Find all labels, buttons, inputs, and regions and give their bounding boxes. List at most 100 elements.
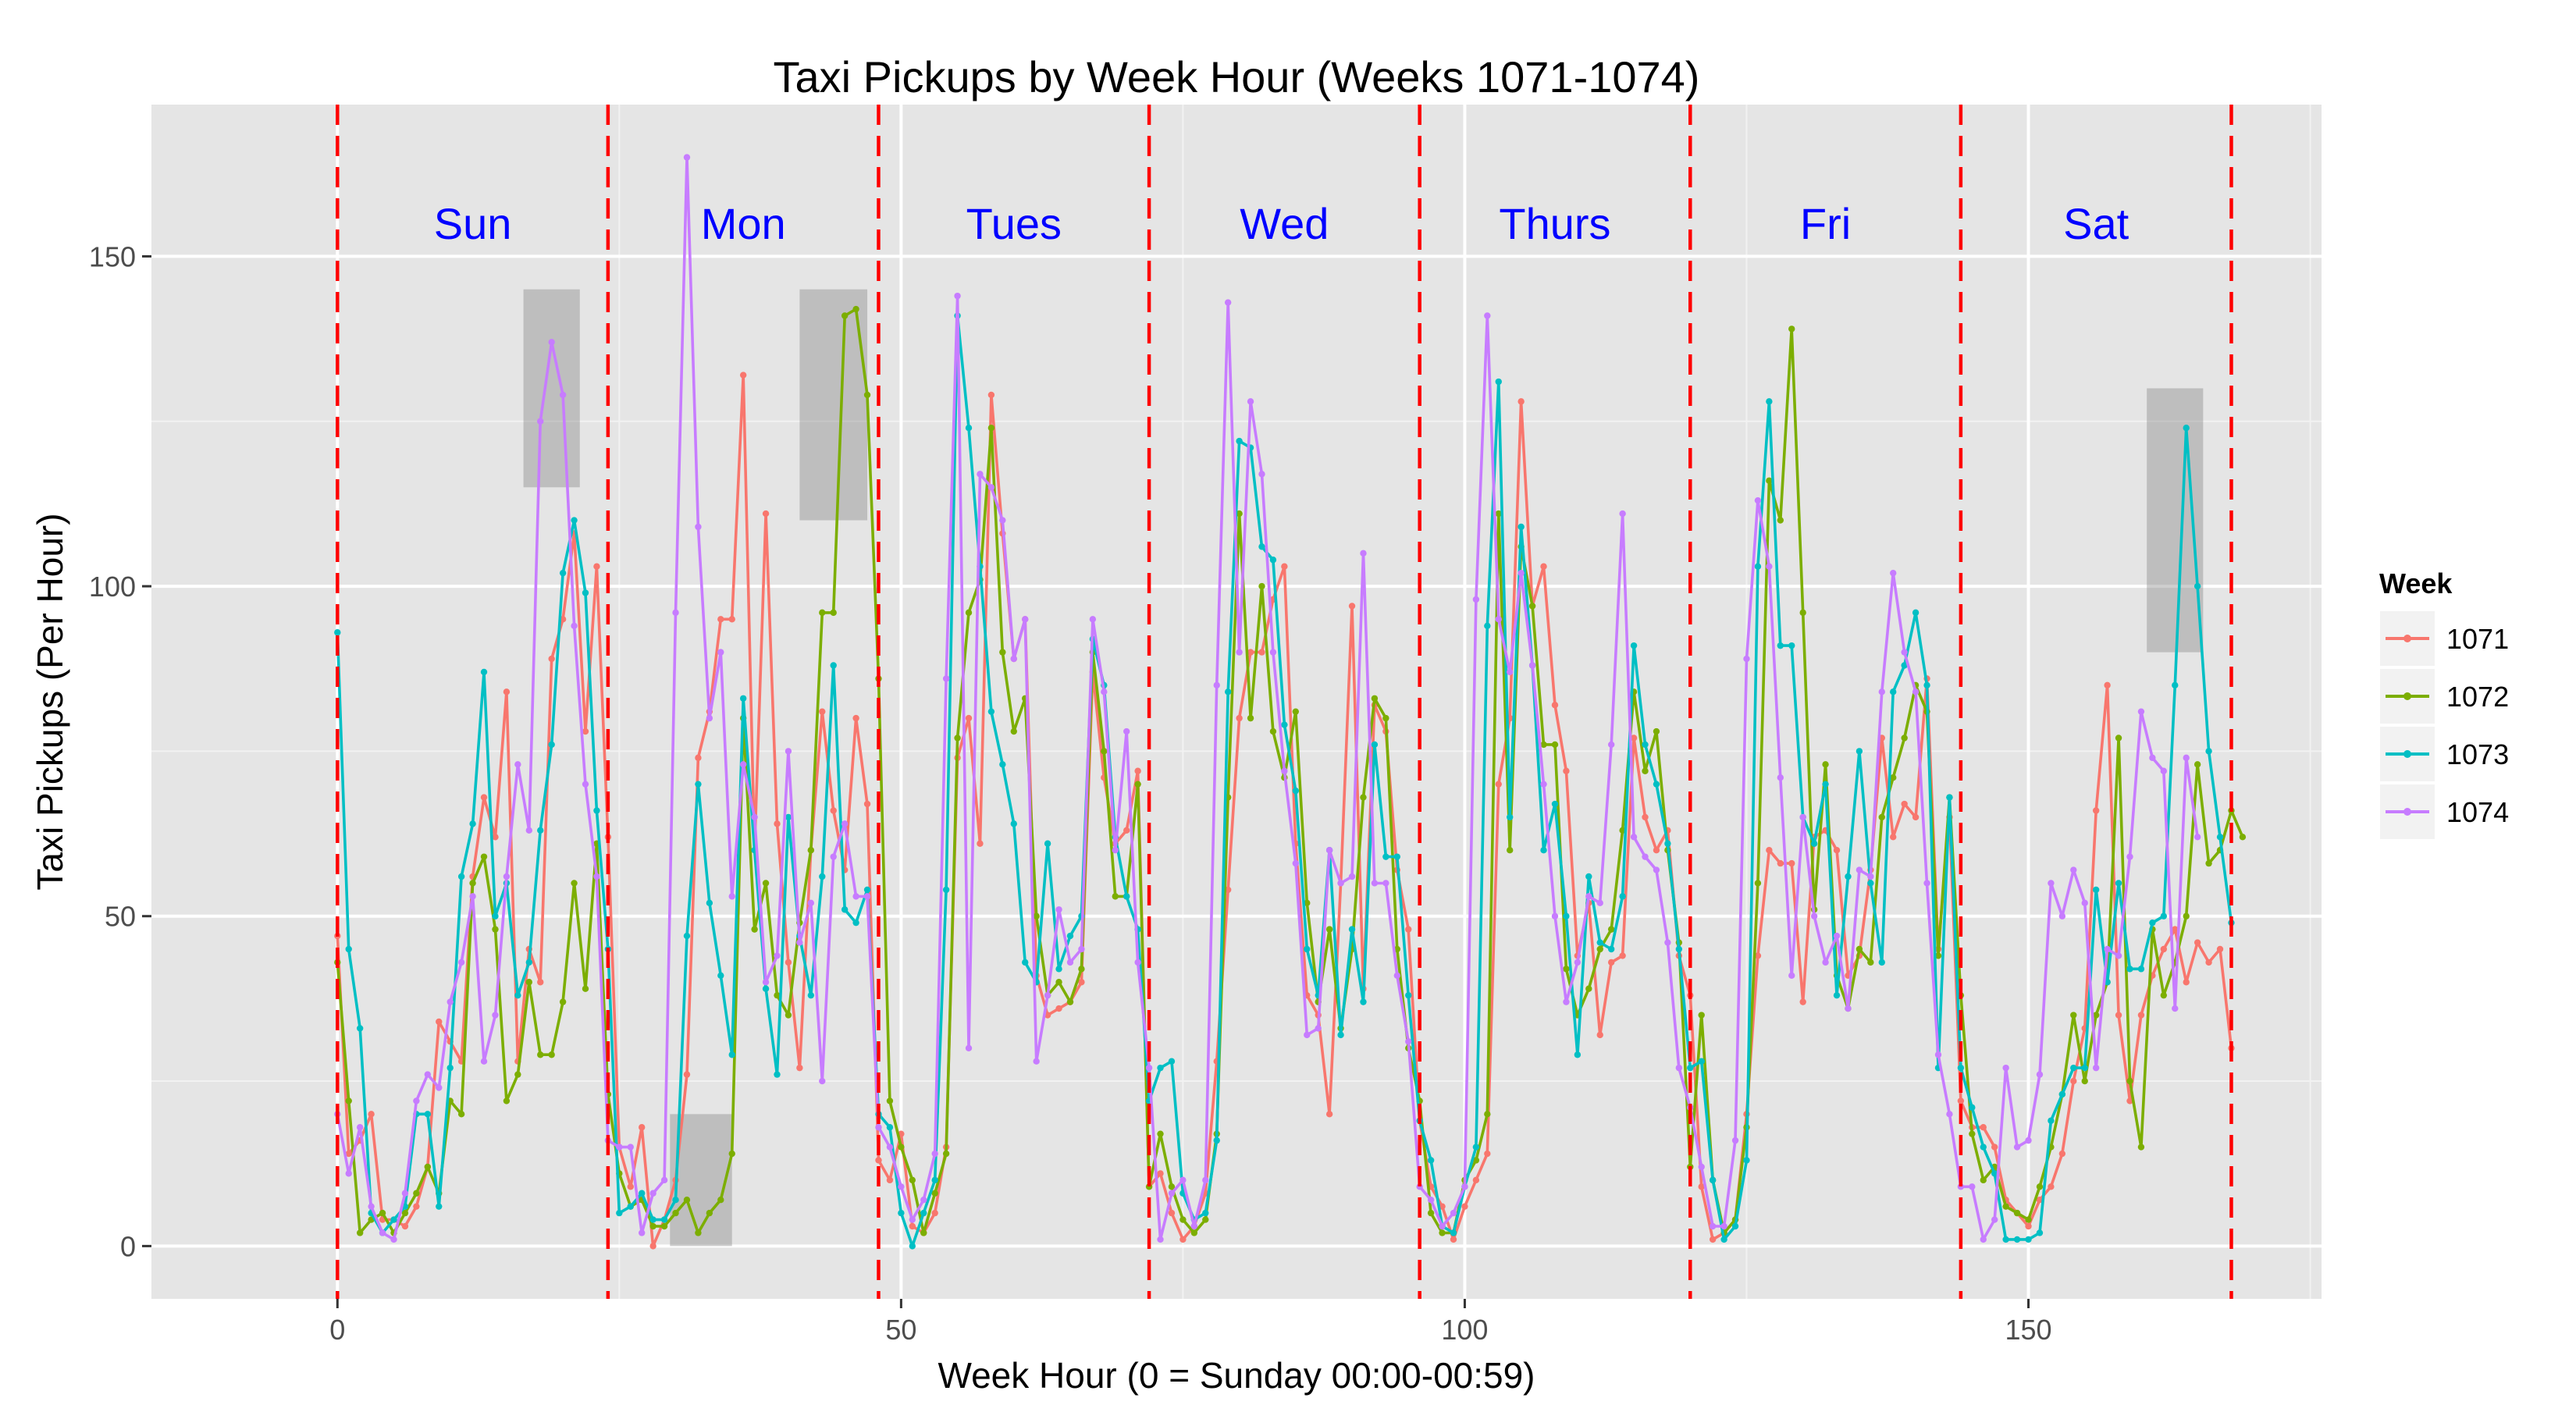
data-point	[1585, 893, 1592, 900]
data-point	[739, 761, 747, 768]
data-point	[1439, 1229, 1446, 1236]
data-point	[1078, 966, 1085, 973]
data-point	[2092, 1012, 2100, 1019]
data-point	[492, 926, 499, 933]
data-point	[1450, 1236, 1457, 1243]
data-point	[1596, 1031, 1603, 1039]
data-point	[2137, 1012, 2145, 1019]
data-point	[1619, 510, 1626, 518]
data-point	[1934, 1051, 1942, 1058]
data-point	[1709, 1176, 1717, 1184]
data-point	[1269, 727, 1277, 735]
data-point	[987, 708, 995, 715]
data-point	[2070, 1064, 2077, 1072]
data-point	[1777, 774, 1784, 781]
data-point	[1157, 1170, 1164, 1177]
data-point	[1720, 1236, 1727, 1243]
data-point	[1495, 781, 1502, 788]
data-point	[356, 1124, 364, 1131]
data-point	[1856, 748, 1863, 755]
data-point	[424, 1111, 432, 1118]
data-point	[751, 926, 758, 933]
data-point	[1810, 840, 1818, 847]
data-point	[1551, 800, 1559, 808]
legend: Week 1071 1072 1073 1074	[2379, 567, 2509, 841]
data-point	[2013, 1144, 2021, 1151]
data-point	[334, 629, 341, 636]
data-point	[1766, 846, 1773, 854]
data-point	[2216, 834, 2224, 841]
data-point	[559, 391, 567, 399]
data-point	[2126, 853, 2133, 860]
data-point	[1867, 959, 1874, 966]
data-point	[1991, 1170, 1998, 1177]
data-point	[819, 708, 826, 715]
data-point	[1101, 688, 1108, 695]
data-point	[717, 616, 724, 623]
data-point	[2205, 859, 2212, 867]
data-point	[616, 1144, 623, 1151]
data-point	[447, 1064, 454, 1072]
legend-key-point	[2403, 692, 2411, 700]
data-point	[1946, 794, 1953, 801]
data-point	[1484, 622, 1491, 629]
data-point	[1901, 800, 1908, 808]
data-point	[1427, 1209, 1435, 1217]
data-point	[841, 906, 849, 913]
data-point	[480, 853, 488, 860]
day-label-wed: Wed	[1240, 199, 1329, 248]
data-point	[1325, 1111, 1333, 1118]
data-point	[999, 761, 1006, 768]
data-point	[503, 1097, 511, 1104]
data-point	[999, 649, 1006, 656]
data-point	[863, 391, 871, 399]
data-point	[1517, 398, 1525, 405]
data-point	[1507, 846, 1514, 854]
data-point	[1145, 1064, 1153, 1072]
data-point	[695, 523, 702, 531]
data-point	[345, 1170, 352, 1177]
data-point	[379, 1209, 386, 1217]
data-point	[660, 1222, 668, 1230]
data-point	[537, 979, 544, 986]
data-point	[2194, 939, 2201, 946]
data-point	[1382, 880, 1389, 887]
data-point	[1450, 1209, 1457, 1217]
data-point	[954, 292, 961, 300]
day-labels: Sun Mon Tues Wed Thurs Fri Sat	[434, 199, 2129, 248]
data-point	[639, 1124, 646, 1131]
data-point	[1642, 741, 1649, 749]
data-point	[1731, 1222, 1739, 1230]
data-point	[1777, 517, 1784, 524]
data-point	[852, 714, 859, 722]
data-point	[1845, 873, 1852, 880]
series-line-1074	[336, 155, 2199, 1241]
data-point	[1969, 1104, 1976, 1112]
data-point	[920, 1197, 927, 1204]
data-point	[2183, 912, 2190, 919]
data-point	[436, 1203, 443, 1210]
data-point	[2070, 1077, 2077, 1085]
data-point	[807, 899, 815, 907]
data-point	[1371, 880, 1379, 887]
data-point	[1551, 741, 1559, 749]
data-point	[1777, 642, 1784, 649]
data-point	[728, 893, 735, 900]
data-point	[2070, 1012, 2077, 1019]
data-point	[503, 688, 511, 695]
data-point	[413, 1190, 420, 1197]
data-point	[1157, 1236, 1164, 1243]
data-point	[898, 1144, 905, 1151]
data-point	[852, 893, 859, 900]
data-point	[1709, 1236, 1717, 1243]
data-point	[1281, 767, 1288, 774]
data-point	[852, 305, 859, 313]
data-point	[1845, 1005, 1852, 1012]
data-point	[2137, 708, 2145, 715]
data-point	[1315, 1025, 1322, 1032]
data-point	[1168, 1058, 1176, 1065]
data-point	[1822, 761, 1829, 768]
data-point	[1382, 853, 1389, 860]
data-point	[807, 991, 815, 999]
data-point	[931, 1176, 938, 1184]
